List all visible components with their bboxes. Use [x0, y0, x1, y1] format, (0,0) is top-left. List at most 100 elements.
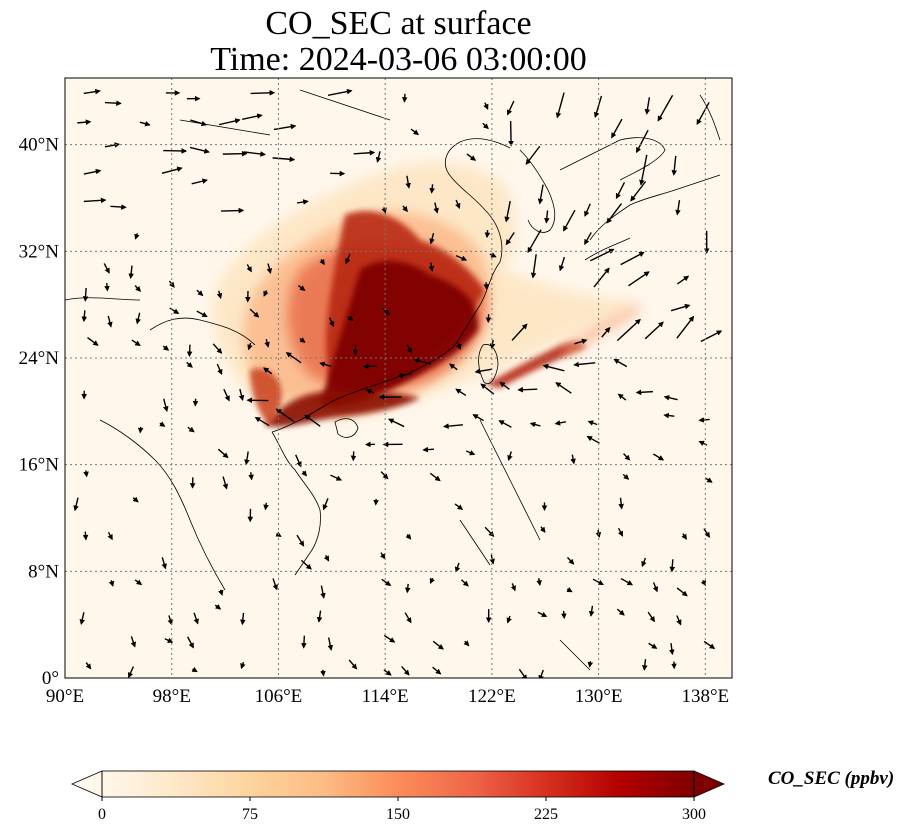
- wind-arrow: [536, 577, 542, 586]
- wind-arrow: [587, 661, 594, 668]
- wind-arrow: [222, 150, 248, 157]
- wind-arrow: [644, 97, 651, 115]
- wind-arrow: [537, 184, 544, 205]
- wind-arrow: [218, 118, 241, 126]
- longitude-tick-labels: 90°E 98°E 106°E 114°E 122°E 130°E 138°E: [46, 686, 729, 707]
- wind-arrow: [319, 258, 325, 266]
- wind-arrow: [297, 199, 309, 205]
- lon-tick-label: 138°E: [681, 686, 729, 707]
- wind-arrow: [159, 421, 166, 427]
- wind-arrow: [590, 248, 615, 262]
- wind-arrow: [83, 88, 101, 95]
- wind-arrow: [558, 256, 566, 272]
- wind-arrow: [566, 556, 575, 565]
- wind-arrow: [584, 203, 591, 217]
- wind-arrow: [263, 367, 273, 375]
- wind-arrow: [296, 534, 305, 547]
- wind-arrow: [472, 414, 484, 422]
- wind-arrow: [466, 153, 477, 161]
- wind-arrow: [186, 361, 193, 368]
- wind-arrow: [586, 435, 600, 444]
- colorbar: 0 75 150 225 300: [70, 770, 726, 823]
- wind-arrow: [87, 337, 99, 346]
- wind-arrow: [161, 557, 167, 570]
- wind-arrow: [127, 666, 135, 678]
- wind-arrow: [329, 317, 335, 328]
- wind-arrow: [162, 345, 170, 351]
- wind-arrow: [110, 204, 127, 210]
- wind-arrow: [587, 420, 598, 426]
- colorbar-tick-label: 75: [242, 806, 258, 823]
- wind-arrow: [670, 303, 691, 312]
- lon-tick-label: 114°E: [362, 686, 409, 707]
- wind-arrow: [379, 552, 386, 560]
- wind-arrow: [507, 451, 513, 462]
- wind-arrow: [616, 608, 625, 616]
- wind-arrow: [675, 200, 681, 216]
- wind-arrow: [460, 579, 469, 587]
- wind-arrow: [527, 229, 542, 254]
- wind-arrow: [254, 416, 270, 427]
- wind-vectors: [73, 88, 723, 678]
- wind-arrow: [345, 253, 351, 265]
- wind-arrow: [301, 635, 307, 649]
- wind-arrow: [652, 453, 665, 461]
- wind-arrow: [443, 423, 463, 429]
- wind-arrow: [644, 321, 664, 340]
- wind-arrow: [301, 470, 308, 477]
- wind-arrow: [542, 363, 565, 372]
- wind-arrow: [484, 229, 491, 239]
- wind-arrow: [676, 587, 688, 597]
- lat-tick-label: 24°N: [19, 348, 60, 369]
- wind-arrow: [499, 381, 510, 390]
- wind-arrow: [601, 326, 611, 338]
- lon-tick-label: 106°E: [255, 686, 303, 707]
- wind-arrow: [107, 315, 113, 328]
- wind-arrow: [103, 263, 110, 274]
- lat-tick-label: 16°N: [19, 455, 60, 476]
- wind-arrow: [432, 640, 444, 650]
- wind-arrow: [196, 310, 208, 318]
- wind-arrow: [630, 181, 647, 202]
- wind-arrow: [449, 363, 458, 371]
- wind-arrow: [647, 611, 656, 623]
- wind-arrow: [620, 577, 634, 586]
- wind-arrow: [584, 232, 592, 246]
- wind-arrow: [348, 659, 358, 670]
- wind-arrow: [618, 497, 624, 510]
- colorbar-tick-label: 0: [98, 806, 106, 823]
- wind-arrow: [85, 662, 92, 670]
- wind-arrow: [275, 531, 282, 537]
- wind-arrow: [563, 209, 576, 232]
- wind-arrow: [169, 307, 180, 314]
- wind-arrow: [381, 307, 391, 316]
- wind-arrow: [264, 338, 270, 348]
- wind-arrow: [623, 453, 631, 461]
- wind-arrow: [456, 343, 462, 351]
- wind-arrow: [218, 589, 224, 596]
- wind-arrow: [161, 166, 183, 175]
- wind-arrow: [135, 312, 141, 325]
- wind-arrow: [187, 636, 194, 649]
- wind-arrow: [83, 168, 102, 175]
- wind-arrow: [383, 634, 396, 643]
- lat-tick-label: 32°N: [19, 241, 60, 262]
- wind-arrow: [397, 372, 412, 379]
- wind-arrow: [611, 118, 623, 139]
- wind-arrow: [676, 615, 682, 626]
- wind-arrow: [676, 315, 695, 339]
- wind-arrow: [617, 393, 627, 401]
- wind-arrow: [676, 275, 690, 285]
- wind-arrow: [669, 643, 675, 656]
- wind-arrow: [639, 154, 648, 186]
- wind-arrow: [628, 271, 650, 287]
- wind-arrow: [413, 358, 432, 365]
- wind-arrow: [134, 233, 140, 240]
- wind-arrow: [433, 202, 439, 214]
- wind-arrow: [214, 603, 222, 610]
- wind-arrow: [222, 476, 229, 490]
- wind-arrow: [381, 207, 387, 214]
- wind-arrow: [82, 531, 89, 541]
- wind-arrow: [635, 129, 649, 154]
- wind-arrow: [498, 420, 512, 428]
